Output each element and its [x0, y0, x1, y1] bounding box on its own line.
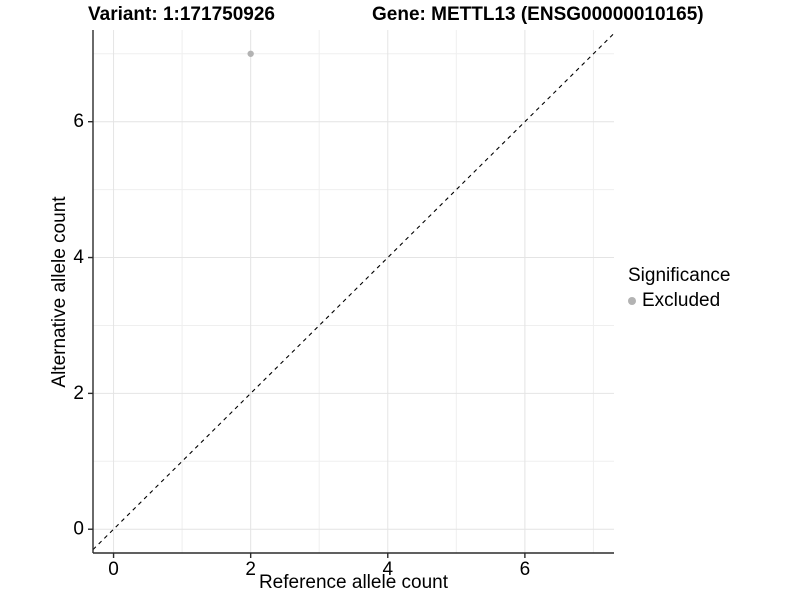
x-tick-label: 6: [520, 559, 531, 580]
y-tick-label: 4: [73, 247, 84, 268]
y-tick-label: 0: [73, 519, 84, 540]
legend-item: Excluded: [628, 290, 730, 312]
y-tick-label: 2: [73, 383, 84, 404]
x-tick-label: 4: [382, 559, 393, 580]
legend: Significance Excluded: [628, 264, 730, 312]
identity-line: [92, 33, 615, 550]
y-tick-label: 6: [73, 111, 84, 132]
legend-item-label: Excluded: [642, 290, 721, 311]
y-axis-title: Alternative allele count: [49, 196, 70, 388]
x-tick-label: 2: [245, 559, 256, 580]
gene-title: Gene: METTL13 (ENSG00000010165): [372, 4, 704, 25]
legend-key-dot-icon: [628, 297, 636, 305]
variant-title: Variant: 1:171750926: [88, 4, 275, 25]
legend-items: Excluded: [628, 290, 730, 312]
data-point: [247, 50, 254, 57]
x-axis-title: Reference allele count: [258, 572, 449, 593]
x-tick-label: 0: [108, 559, 119, 580]
legend-title: Significance: [628, 265, 731, 286]
